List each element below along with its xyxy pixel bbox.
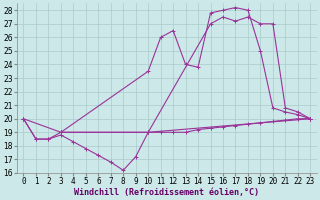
X-axis label: Windchill (Refroidissement éolien,°C): Windchill (Refroidissement éolien,°C) <box>74 188 260 197</box>
